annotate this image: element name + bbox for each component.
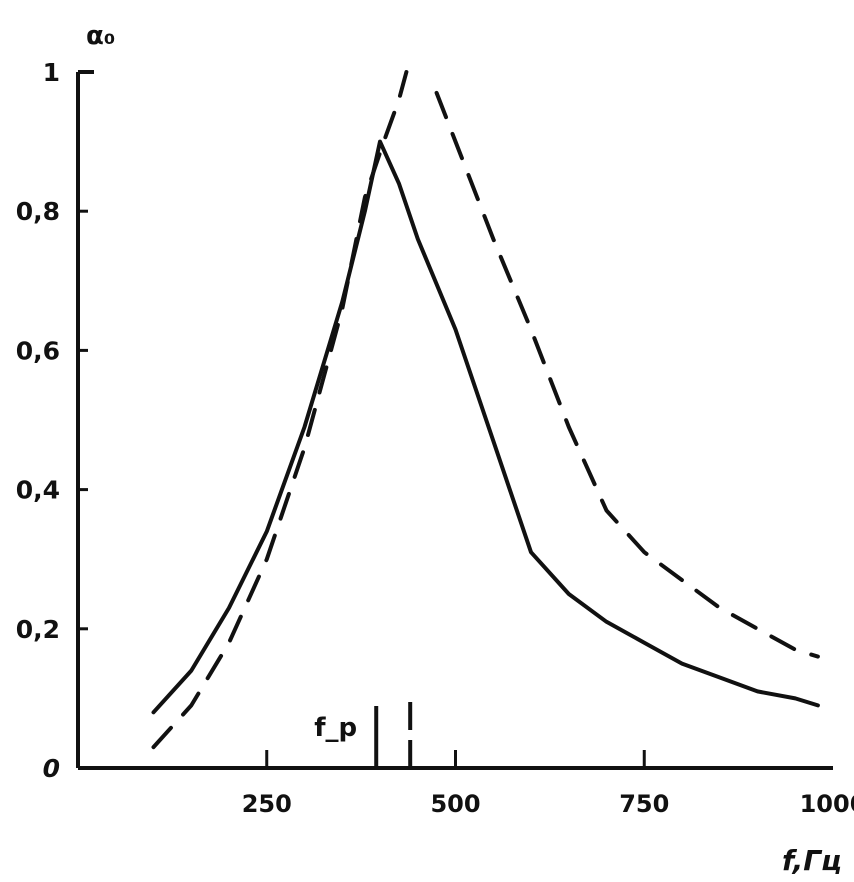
frequency-marker-label: f_p (314, 713, 357, 743)
x-axis-label: f,Гц (782, 844, 842, 877)
x-tick-label: 500 (430, 790, 480, 818)
y-tick-label: 0 (43, 754, 60, 783)
marker-layer: f_p (314, 698, 413, 768)
x-tick-label: 750 (619, 790, 669, 818)
y-tick-label: 0,8 (16, 197, 60, 226)
y-tick-label: 0,4 (16, 476, 60, 505)
axes: 0 0,2 0,4 0,6 0,8 1 250 500 750 1000 (16, 58, 854, 818)
x-tick-label: 250 (242, 790, 292, 818)
x-tick-label: 1000 (800, 790, 854, 818)
y-axis-label: α₀ (86, 21, 115, 51)
series-line-1 (151, 139, 820, 715)
series-line-2 (151, 70, 409, 750)
y-tick-label: 0,2 (16, 615, 60, 644)
series-line-3 (434, 90, 820, 659)
y-tick-label: 0,6 (16, 336, 60, 365)
series-layer (151, 70, 820, 750)
y-tick-label: 1 (43, 58, 60, 87)
